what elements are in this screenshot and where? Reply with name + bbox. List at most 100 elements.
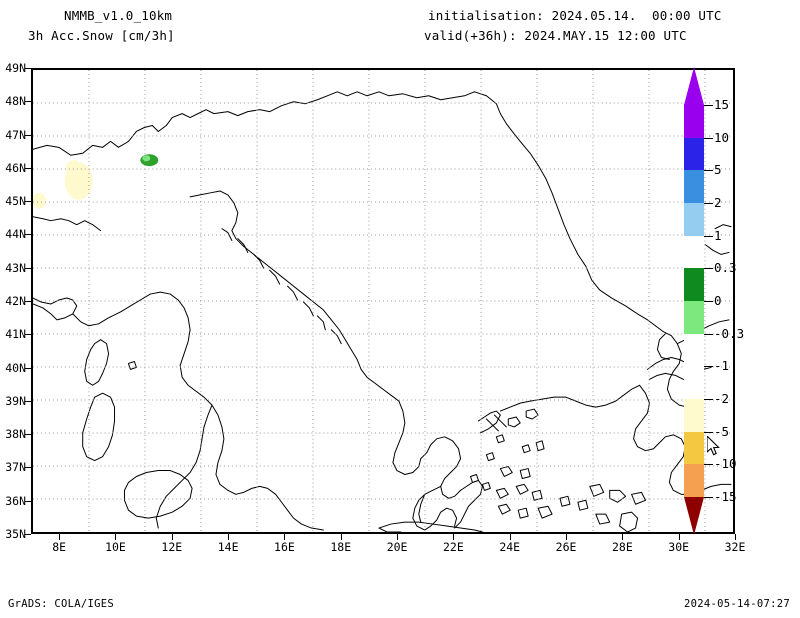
y-tick: [25, 234, 31, 236]
x-tick-label: 10E: [105, 540, 126, 554]
x-tick: [59, 534, 61, 540]
colorbar-gradient[interactable]: [684, 105, 704, 497]
y-tick-label: 40N: [5, 360, 26, 375]
colorbar-tick-label: 0: [714, 293, 722, 308]
colorbar-overflow-arrow-bottom: [684, 497, 704, 535]
y-tick-label: 39N: [5, 393, 26, 408]
x-tick: [284, 534, 286, 540]
x-tick-label: 24E: [499, 540, 521, 554]
y-tick-label: 37N: [5, 460, 26, 475]
x-tick: [509, 534, 511, 540]
colorbar-tick-label: -1: [714, 358, 730, 374]
x-tick: [228, 534, 230, 540]
colorbar-tick: [704, 497, 713, 498]
y-tick: [25, 267, 31, 269]
graticule: [33, 70, 733, 532]
colorbar-tick: [704, 431, 713, 433]
x-tick: [171, 534, 173, 540]
map-canvas: [33, 70, 733, 532]
y-tick-label: 38N: [5, 427, 26, 442]
field-title: 3h Acc.Snow [cm/3h]: [28, 28, 175, 43]
colorbar-tick: [704, 301, 713, 302]
y-tick: [25, 301, 31, 302]
colorbar-segment: [684, 268, 704, 301]
colorbar-segment: [684, 170, 704, 203]
y-tick-label: 48N: [5, 94, 26, 109]
colorbar-segment: [684, 333, 704, 367]
colorbar-tick-label: 15: [714, 97, 730, 112]
colorbar-tick-label: -2: [714, 391, 730, 406]
x-tick: [397, 534, 399, 540]
colorbar-segment: [684, 301, 704, 334]
x-tick-label: 12E: [161, 540, 183, 554]
x-tick: [340, 534, 342, 540]
x-tick-label: 16E: [274, 540, 295, 554]
colorbar-tick: [704, 366, 713, 368]
colorbar-tick-label: -5: [714, 423, 730, 439]
y-tick-label: 44N: [5, 227, 26, 242]
colorbar-segment: [684, 235, 704, 269]
x-tick: [678, 534, 680, 540]
colorbar-tick-label: 10: [714, 129, 730, 145]
shading-patch-west-edge: [33, 192, 46, 209]
colorbar-tick-label: 5: [714, 162, 722, 178]
colorbar-tick-label: 0.3: [714, 260, 737, 276]
x-tick: [735, 534, 736, 540]
colorbar-overflow-arrow-top: [684, 67, 704, 105]
x-tick-label: 32E: [724, 540, 746, 554]
colorbar-tick: [704, 105, 713, 106]
y-tick-label: 41N: [5, 327, 26, 342]
colorbar-tick-label: 2: [714, 195, 722, 210]
greece-aegean-coastline: [378, 357, 732, 532]
y-tick-label: 42N: [5, 294, 26, 308]
colorbar-segment: [684, 203, 704, 236]
y-tick: [25, 434, 31, 436]
colorbar-segment: [684, 399, 704, 432]
colorbar-tick: [704, 235, 713, 237]
colorbar-tick-label: -0.3: [714, 325, 745, 341]
initialisation-time: initialisation: 2024.05.14. 00:00 UTC: [428, 8, 722, 23]
snow-shading-layer: [33, 154, 159, 209]
colorbar-segment: [684, 137, 704, 171]
colorbar-tick: [704, 399, 713, 400]
x-tick-label: 8E: [52, 540, 67, 554]
colorbar-tick: [704, 464, 713, 466]
y-tick: [25, 101, 31, 103]
y-tick-label: 43N: [5, 260, 26, 275]
x-tick-label: 28E: [611, 540, 633, 554]
colorbar-segment: [684, 464, 704, 497]
y-tick-label: 46N: [5, 160, 26, 175]
y-tick: [25, 500, 31, 502]
italy-adriatic-coastline: [33, 216, 324, 531]
x-tick-label: 14E: [217, 540, 239, 554]
valid-time: valid(+36h): 2024.MAY.15 12:00 UTC: [424, 28, 687, 43]
y-tick-label: 47N: [5, 127, 26, 142]
x-tick-label: 30E: [668, 540, 690, 554]
x-tick: [622, 534, 624, 540]
model-title: NMMB_v1.0_10km: [64, 8, 173, 23]
mouse-pointer-icon: [707, 436, 720, 456]
coastline-map: [33, 70, 733, 532]
colorbar-segment: [684, 105, 704, 138]
colorbar-tick-label: -10: [714, 456, 737, 472]
shading-patch-alps-east: [140, 154, 159, 167]
colorbar-tick-label: 1: [714, 227, 722, 243]
render-stamp: 2024-05-14-07:27: [684, 598, 790, 610]
shading-patch-alps-west-2: [65, 160, 82, 177]
balkans-coastline: [189, 190, 422, 475]
coastlines-and-borders: [33, 91, 732, 408]
y-tick: [25, 334, 31, 336]
y-tick-label: 35N: [5, 527, 26, 541]
shading-patch-alps-east-core: [142, 155, 151, 162]
y-tick-label: 36N: [5, 493, 26, 508]
y-tick: [25, 367, 31, 369]
y-tick-label: 45N: [5, 194, 26, 209]
y-tick: [25, 400, 31, 402]
x-tick: [453, 534, 455, 540]
y-tick: [25, 201, 31, 203]
y-tick-label: 49N: [5, 61, 26, 75]
y-tick: [25, 134, 31, 136]
colorbar-segment: [684, 366, 704, 399]
colorbar-tick-label: -15: [714, 489, 737, 504]
y-tick: [25, 167, 31, 169]
